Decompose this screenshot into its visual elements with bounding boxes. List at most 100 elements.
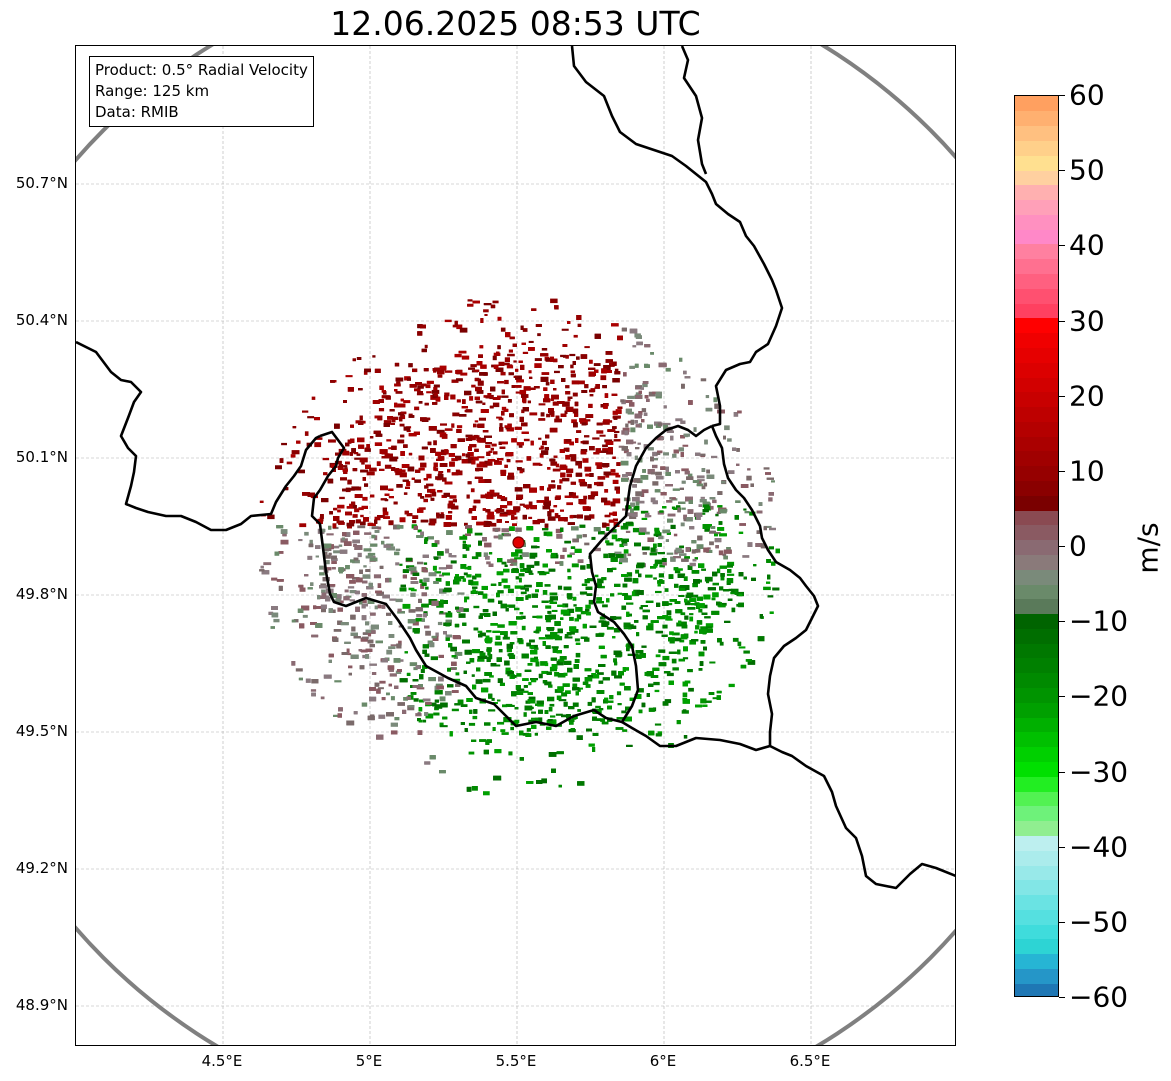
echo-cell bbox=[516, 494, 524, 500]
echo-cell bbox=[585, 419, 591, 422]
echo-cell bbox=[597, 578, 604, 584]
echo-cell bbox=[395, 670, 402, 674]
echo-cell bbox=[726, 573, 735, 576]
echo-cell bbox=[662, 422, 671, 426]
echo-cell bbox=[360, 514, 364, 518]
echo-cell bbox=[581, 390, 588, 393]
radar-map[interactable] bbox=[76, 46, 956, 1046]
echo-cell bbox=[549, 703, 555, 707]
echo-cell bbox=[555, 561, 561, 564]
echo-cell bbox=[545, 618, 551, 623]
echo-cell bbox=[399, 472, 407, 478]
echo-cell bbox=[591, 674, 600, 679]
echo-cell bbox=[426, 473, 432, 479]
echo-cell bbox=[510, 558, 518, 563]
echo-cell bbox=[422, 554, 429, 558]
echo-cell bbox=[408, 587, 415, 591]
echo-cell bbox=[518, 577, 522, 583]
echo-cell bbox=[432, 636, 439, 641]
echo-cell bbox=[390, 730, 398, 735]
echo-cell bbox=[614, 551, 622, 556]
echo-cell bbox=[659, 564, 665, 568]
echo-cell bbox=[450, 522, 457, 527]
echo-cell bbox=[575, 607, 583, 612]
echo-cell bbox=[519, 389, 527, 395]
echo-cell bbox=[517, 638, 523, 643]
echo-cell bbox=[650, 675, 659, 678]
echo-cell bbox=[497, 678, 503, 683]
echo-cell bbox=[665, 471, 671, 476]
echo-cell bbox=[346, 648, 350, 653]
echo-cell bbox=[721, 602, 727, 606]
echo-cell bbox=[591, 536, 596, 540]
echo-cell bbox=[461, 355, 470, 360]
echo-cell bbox=[652, 464, 658, 469]
echo-cell bbox=[740, 484, 749, 488]
echo-cell bbox=[565, 354, 569, 359]
echo-cell bbox=[471, 674, 475, 677]
echo-cell bbox=[456, 324, 463, 330]
echo-cell bbox=[337, 465, 344, 470]
echo-cell bbox=[470, 364, 477, 368]
echo-cell bbox=[642, 383, 648, 388]
echo-cell bbox=[602, 444, 608, 448]
echo-cell bbox=[336, 594, 342, 599]
echo-cell bbox=[639, 606, 643, 610]
echo-cell bbox=[528, 681, 532, 686]
echo-cell bbox=[424, 344, 428, 349]
echo-cell bbox=[570, 370, 576, 373]
echo-cell bbox=[438, 612, 447, 615]
echo-cell bbox=[486, 515, 495, 520]
echo-cell bbox=[667, 518, 674, 523]
echo-cell bbox=[595, 705, 601, 709]
echo-cell bbox=[433, 384, 440, 388]
echo-cell bbox=[521, 625, 526, 631]
echo-cell bbox=[483, 464, 488, 468]
echo-cell bbox=[466, 574, 472, 578]
echo-cell bbox=[579, 524, 586, 528]
echo-cell bbox=[576, 514, 583, 519]
echo-cell bbox=[440, 423, 447, 426]
echo-cell bbox=[681, 621, 687, 626]
echo-cell bbox=[474, 532, 483, 536]
echo-cell bbox=[345, 375, 353, 378]
echo-cell bbox=[454, 353, 462, 358]
echo-cell bbox=[681, 468, 689, 472]
echo-cell bbox=[325, 596, 331, 602]
radar-velocity-echoes bbox=[259, 298, 780, 796]
echo-cell bbox=[532, 605, 538, 608]
echo-cell bbox=[679, 487, 684, 490]
echo-cell bbox=[529, 552, 538, 558]
echo-cell bbox=[604, 537, 608, 540]
echo-cell bbox=[352, 577, 360, 580]
echo-cell bbox=[519, 503, 525, 506]
echo-cell bbox=[648, 391, 656, 397]
echo-cell bbox=[358, 507, 364, 511]
echo-cell bbox=[541, 778, 547, 784]
echo-cell bbox=[706, 580, 710, 584]
echo-cell bbox=[614, 430, 620, 433]
echo-cell bbox=[627, 553, 632, 557]
echo-cell bbox=[700, 626, 708, 630]
echo-cell bbox=[641, 645, 647, 648]
echo-cell bbox=[575, 652, 581, 658]
echo-cell bbox=[718, 550, 724, 556]
echo-cell bbox=[424, 537, 429, 542]
echo-cell bbox=[436, 514, 440, 519]
echo-cell bbox=[550, 461, 558, 466]
echo-cell bbox=[433, 581, 439, 584]
echo-cell bbox=[647, 623, 654, 627]
echo-cell bbox=[680, 612, 686, 616]
echo-cell bbox=[459, 536, 468, 540]
echo-cell bbox=[624, 430, 628, 436]
echo-cell bbox=[616, 717, 624, 720]
echo-cell bbox=[442, 477, 447, 482]
echo-cell bbox=[572, 702, 579, 707]
echo-cell bbox=[700, 496, 705, 499]
echo-cell bbox=[497, 590, 504, 594]
map-panel[interactable] bbox=[75, 45, 956, 1046]
echo-cell bbox=[481, 585, 488, 590]
echo-cell bbox=[521, 422, 528, 427]
echo-cell bbox=[523, 712, 527, 717]
echo-cell bbox=[687, 669, 693, 673]
